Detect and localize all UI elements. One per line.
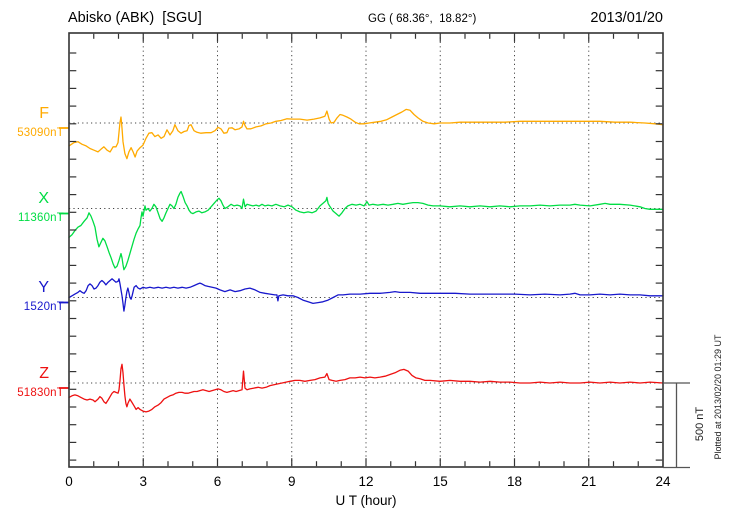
series-Z-trace	[68, 363, 664, 413]
channel-label-F: F 53090nT	[0, 106, 64, 140]
x-tick-label-12: 12	[358, 474, 374, 489]
x-tick-label-3: 3	[139, 474, 148, 489]
station-title: Abisko (ABK) [SGU]	[68, 10, 202, 26]
channel-baseline-value-F: 53090nT	[17, 127, 64, 139]
series-Y-trace	[68, 278, 664, 312]
plotted-at-note: Plotted at 2013/02/20 01:29 UT	[713, 334, 723, 460]
channel-name-Z: Z	[39, 365, 49, 382]
channel-name-F: F	[39, 105, 49, 122]
channel-baseline-value-Z: 51830nT	[17, 387, 64, 399]
series-F-trace	[68, 108, 664, 160]
channel-label-X: X 11360nT	[0, 191, 64, 225]
scale-bar-label: 500 nT	[694, 406, 706, 442]
channel-label-Z: Z 51830nT	[0, 366, 64, 400]
plot-frame	[68, 32, 664, 468]
x-tick-label-0: 0	[65, 474, 73, 489]
plot-date: 2013/01/20	[590, 10, 663, 26]
channel-label-Y: Y 1520nT	[0, 280, 64, 314]
x-tick-label-18: 18	[506, 474, 523, 489]
x-tick-label-6: 6	[213, 474, 222, 489]
x-tick-label-24: 24	[655, 474, 671, 489]
channel-name-X: X	[38, 190, 49, 207]
channel-name-Y: Y	[38, 279, 49, 296]
channel-baseline-value-Y: 1520nT	[23, 301, 64, 313]
x-tick-label-9: 9	[287, 474, 296, 489]
x-tick-label-15: 15	[432, 474, 448, 489]
x-axis-label: U T (hour)	[335, 493, 397, 508]
geographic-coords: GG ( 68.36°, 18.82°)	[368, 13, 477, 25]
x-tick-label-21: 21	[581, 474, 597, 489]
series-X-trace	[68, 190, 664, 271]
channel-baseline-value-X: 11360nT	[18, 212, 64, 224]
